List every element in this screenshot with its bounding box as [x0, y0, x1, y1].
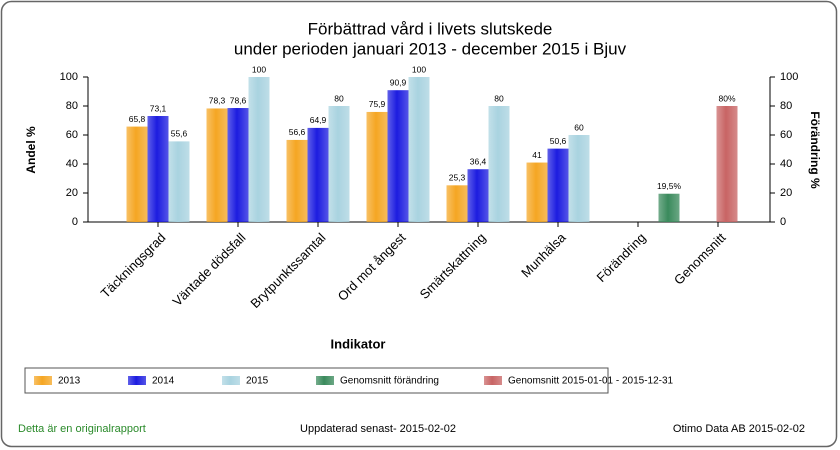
value-label: 55,6	[171, 129, 188, 139]
bar	[526, 162, 548, 222]
chart-title: Förbättrad vård i livets slutskede	[308, 19, 553, 38]
value-label: 80	[334, 93, 344, 103]
legend-label: Genomsnitt 2015-01-01 - 2015-12-31	[508, 376, 674, 387]
value-label: 80%	[718, 93, 735, 103]
value-label: 19,5%	[657, 181, 682, 191]
bar	[387, 90, 409, 222]
bar	[716, 106, 738, 222]
value-label: 100	[412, 64, 426, 74]
value-label: 90,9	[390, 77, 407, 87]
legend-swatch	[128, 376, 146, 385]
value-label: 64,9	[310, 115, 327, 125]
value-label: 25,3	[449, 173, 466, 183]
y2-tick-label: 60	[780, 129, 792, 141]
bar	[286, 139, 308, 222]
bar	[366, 111, 388, 222]
value-label: 65,8	[129, 114, 146, 124]
bar	[126, 126, 148, 222]
y-tick-label: 20	[66, 187, 78, 199]
value-label: 36,4	[470, 156, 487, 166]
y2-tick-label: 80	[780, 100, 792, 112]
legend-swatch	[222, 376, 240, 385]
bar	[206, 108, 228, 222]
x-axis-label: Indikator	[331, 336, 386, 351]
legend-label: 2013	[58, 376, 81, 387]
y-tick-label: 60	[66, 129, 78, 141]
chart-subtitle: under perioden januari 2013 - december 2…	[234, 39, 627, 58]
legend-label: Genomsnitt förändring	[340, 376, 439, 387]
bar	[307, 127, 329, 222]
value-label: 41	[532, 150, 542, 160]
bar	[227, 108, 249, 222]
y2-axis-label: Förändring %	[808, 111, 822, 189]
value-label: 78,3	[209, 96, 226, 106]
y-tick-label: 40	[66, 158, 78, 170]
y-tick-label: 0	[72, 216, 78, 228]
bar	[488, 106, 510, 222]
bar	[408, 77, 430, 222]
bar	[658, 193, 680, 222]
legend-swatch	[34, 376, 52, 385]
y-tick-label: 80	[66, 100, 78, 112]
bar	[328, 106, 350, 222]
bar	[446, 185, 468, 222]
value-label: 75,9	[369, 99, 386, 109]
bar	[467, 169, 489, 222]
value-label: 78,6	[230, 95, 247, 105]
legend-label: 2014	[152, 376, 175, 387]
y2-tick-label: 20	[780, 187, 792, 199]
legend-swatch	[316, 376, 334, 385]
value-label: 56,6	[289, 127, 306, 137]
y-axis-label: Andel %	[24, 126, 38, 174]
value-label: 100	[252, 64, 266, 74]
footer-center: Uppdaterad senast- 2015-02-02	[300, 423, 456, 435]
y-tick-label: 100	[60, 71, 78, 83]
legend-swatch	[484, 376, 502, 385]
bar	[248, 77, 270, 222]
value-label: 60	[574, 122, 584, 132]
bar	[547, 148, 569, 222]
bar	[147, 116, 169, 222]
footer-left: Detta är en originalrapport	[18, 423, 146, 435]
bar	[168, 141, 190, 222]
value-label: 73,1	[150, 103, 167, 113]
value-label: 80	[494, 93, 504, 103]
value-label: 50,6	[550, 136, 567, 146]
y2-tick-label: 40	[780, 158, 792, 170]
legend-label: 2015	[246, 376, 269, 387]
footer-right: Otimo Data AB 2015-02-02	[673, 423, 805, 435]
y2-tick-label: 100	[780, 71, 798, 83]
y2-tick-label: 0	[780, 216, 786, 228]
bar	[568, 135, 590, 222]
